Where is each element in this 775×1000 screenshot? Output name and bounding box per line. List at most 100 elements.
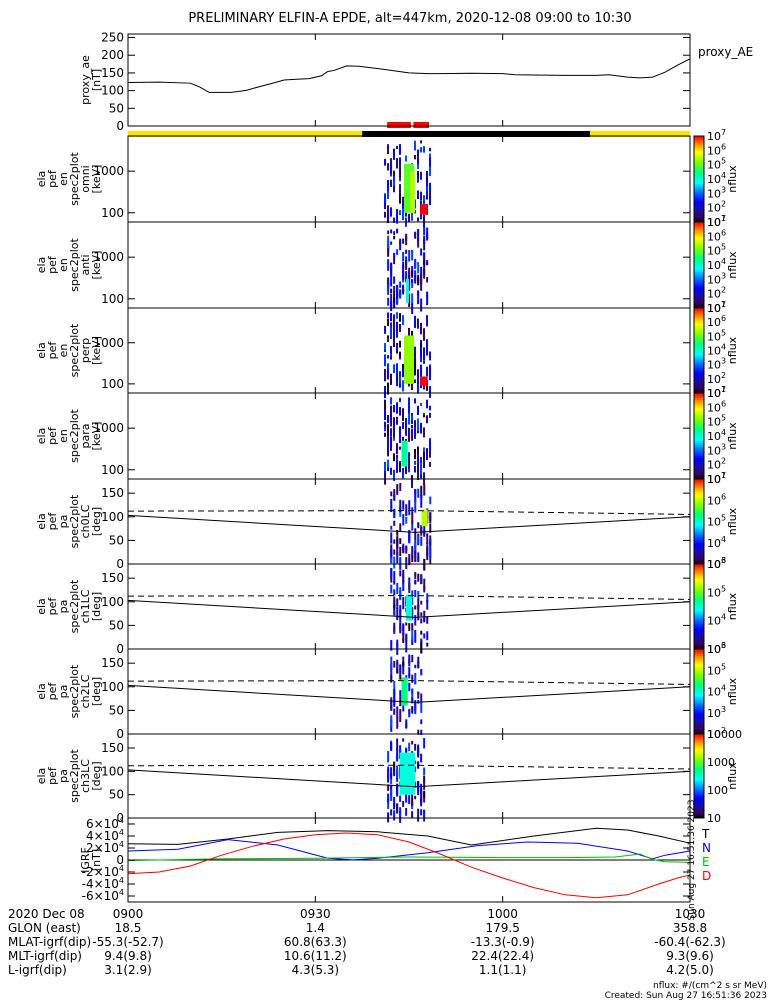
- spectrum-pixel: [387, 435, 390, 443]
- colorbar-swatch: [694, 504, 704, 508]
- spectrum-pixel: [426, 352, 429, 356]
- colorbar-swatch: [694, 204, 704, 208]
- y-axis-label: pef: [46, 766, 59, 785]
- spectrum-pixel: [390, 506, 393, 513]
- colorbar-swatch: [694, 308, 704, 311]
- spectrum-pixel: [411, 415, 414, 421]
- anti-loss-cone-line: [127, 764, 691, 770]
- colorbar-swatch: [694, 161, 704, 165]
- spectrum-pixel: [417, 522, 420, 527]
- colorbar-swatch: [694, 337, 704, 341]
- colorbar-tick-label: 102: [707, 726, 726, 741]
- spectrum-pixel: [405, 424, 408, 436]
- y-axis-label: [deg]: [90, 507, 103, 536]
- colorbar-swatch: [694, 689, 704, 692]
- colorbar-swatch: [694, 736, 704, 739]
- spectrum-pixel: [402, 422, 405, 429]
- spectrum-pixel: [429, 405, 432, 411]
- spectrum-pixel: [387, 464, 390, 472]
- spectrum-pixel: [408, 413, 411, 425]
- colorbar-tick-label: 105: [707, 328, 726, 343]
- colorbar-swatch: [694, 790, 704, 794]
- spectrum-pixel: [396, 374, 399, 387]
- colorbar-swatch: [694, 448, 704, 452]
- footer-value: 1.4: [306, 921, 325, 935]
- spectrum-pixel: [417, 229, 420, 242]
- spectrum-pixel: [402, 638, 405, 643]
- colorbar-tick-label: 101: [707, 300, 726, 315]
- colorbar-tick-label: 107: [707, 214, 726, 229]
- spectrum-pixel: [408, 742, 411, 752]
- spectrum-pixel: [396, 443, 399, 455]
- colorbar-swatch: [694, 463, 704, 467]
- y-axis-label: ela: [35, 768, 48, 785]
- spectrum-pixel: [423, 414, 426, 418]
- colorbar-swatch: [694, 247, 704, 251]
- spectrum-pixel: [420, 342, 423, 348]
- colorbar-swatch: [694, 350, 704, 354]
- colorbar-swatch: [694, 243, 704, 247]
- colorbar-swatch: [694, 388, 704, 392]
- spectrum-pixel: [414, 743, 417, 751]
- spectrum-pixel: [399, 446, 402, 450]
- spectrum-pixel: [417, 151, 420, 165]
- colorbar-swatch: [694, 365, 704, 368]
- colorbar-swatch: [694, 303, 704, 307]
- spectrum-pixel: [423, 262, 426, 276]
- y-axis-label: ela: [35, 428, 48, 445]
- spectrum-pixel: [420, 693, 423, 703]
- panels-group: proxy_AE050100150200250proxy_ae[nT]10110…: [35, 31, 753, 921]
- colorbar-swatch: [694, 771, 704, 775]
- spectrum-pixel: [408, 582, 411, 593]
- y-axis-label: [keV]: [90, 251, 103, 280]
- spectrum-pixel: [417, 170, 420, 179]
- y-axis-label: perp: [79, 338, 92, 363]
- colorbar-swatch: [694, 564, 704, 567]
- spectrum-pixel: [384, 421, 387, 430]
- footer-row-label: 2020 Dec 08: [8, 907, 85, 921]
- colorbar-swatch: [694, 612, 704, 616]
- y-axis-label: pef: [46, 255, 59, 274]
- spectrum-pixel: [393, 171, 396, 177]
- spectrum-pixel: [390, 640, 393, 651]
- colorbar-swatch: [694, 230, 704, 234]
- loss-cone-line: [127, 514, 691, 533]
- spectrum-pixel: [399, 397, 402, 403]
- spectrum-pixel: [396, 716, 399, 729]
- colorbar-swatch: [694, 782, 704, 785]
- spectrum-pixel: [390, 779, 393, 785]
- y-tick-label: 1000: [93, 421, 124, 435]
- colorbar-swatch: [694, 600, 704, 603]
- footer-row-label: GLON (east): [8, 921, 81, 935]
- spectrum-pixel: [384, 158, 387, 166]
- spectrum-pixel: [402, 364, 405, 370]
- spectrum-pixel: [405, 249, 408, 254]
- y-tick-label: 150: [101, 741, 124, 755]
- footer-row-label: MLT-igrf(dip): [8, 949, 82, 963]
- colorbar-swatch: [694, 757, 704, 760]
- spectrum-pixel: [408, 464, 411, 470]
- spectrum-pixel: [387, 773, 390, 783]
- spectrum-pixel: [390, 525, 393, 530]
- colorbar-swatch: [694, 271, 704, 275]
- colorbar-swatch: [694, 136, 704, 139]
- spectrum-pixel: [426, 642, 429, 647]
- colorbar-swatch: [694, 367, 704, 371]
- colorbar-swatch: [694, 738, 704, 741]
- colorbar-swatch: [694, 196, 704, 199]
- flux-block: [401, 677, 408, 706]
- spectrum-pixel: [411, 474, 414, 488]
- igrf-line-E: [127, 853, 691, 863]
- spectrum-pixel: [423, 195, 426, 206]
- y-axis-label: en: [57, 344, 70, 358]
- colorbar-swatch: [694, 815, 704, 819]
- spectrum-pixel: [405, 640, 408, 653]
- colorbar-swatch: [694, 376, 704, 379]
- colorbar-swatch: [694, 604, 704, 607]
- spectrum-pixel: [384, 470, 387, 475]
- y-axis-label: ela: [35, 683, 48, 700]
- colorbar-swatch: [694, 234, 704, 238]
- spectrum-pixel: [405, 633, 408, 641]
- spectrum-pixel: [396, 529, 399, 536]
- spectrum-pixel: [402, 664, 405, 675]
